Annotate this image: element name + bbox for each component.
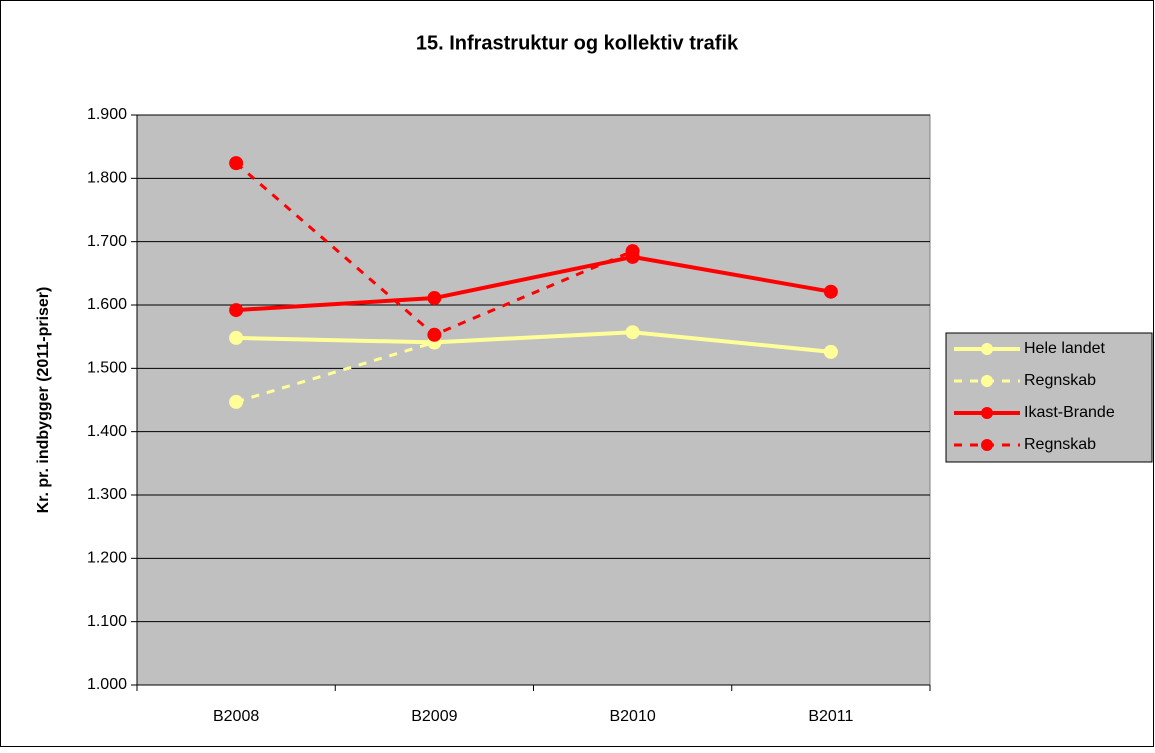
point xyxy=(229,156,244,171)
y-tick-label: 1.400 xyxy=(87,423,127,440)
y-tick-label: 1.100 xyxy=(87,613,127,630)
y-tick-label: 1.500 xyxy=(87,360,127,377)
point xyxy=(229,330,244,345)
legend-label: Ikast-Brande xyxy=(1024,404,1115,421)
point xyxy=(625,325,640,340)
y-tick-label: 1.600 xyxy=(87,296,127,313)
y-tick-label: 1.200 xyxy=(87,550,127,567)
point xyxy=(427,291,442,306)
legend-marker xyxy=(981,407,993,419)
y-tick-label: 1.300 xyxy=(87,486,127,503)
y-tick-label: 1.000 xyxy=(87,676,127,693)
series-line xyxy=(236,330,832,354)
y-tick-label: 1.700 xyxy=(87,233,127,250)
chart-title: 15. Infrastruktur og kollektiv trafik xyxy=(416,32,739,54)
x-tick-label: B2008 xyxy=(213,708,259,725)
point xyxy=(823,284,838,299)
legend-marker xyxy=(981,375,993,387)
y-tick-label: 1.900 xyxy=(87,106,127,123)
x-tick-label: B2009 xyxy=(411,708,457,725)
point xyxy=(229,394,244,409)
y-tick-label: 1.800 xyxy=(87,170,127,187)
legend-label: Hele landet xyxy=(1024,340,1106,357)
y-axis-label: Kr. pr. indbygger (2011-priser) xyxy=(35,287,52,514)
legend-label: Regnskab xyxy=(1024,372,1096,389)
point xyxy=(427,327,442,342)
legend xyxy=(945,332,1153,463)
x-tick-label: B2010 xyxy=(609,708,655,725)
series-line xyxy=(235,340,435,404)
point xyxy=(823,344,838,359)
legend-marker xyxy=(981,343,993,355)
point xyxy=(625,244,640,259)
plot-area xyxy=(136,114,931,686)
legend-label: Regnskab xyxy=(1024,436,1096,453)
series-line xyxy=(236,254,832,313)
legend-marker xyxy=(981,439,993,451)
x-tick-label: B2011 xyxy=(808,708,853,725)
point xyxy=(229,303,244,318)
